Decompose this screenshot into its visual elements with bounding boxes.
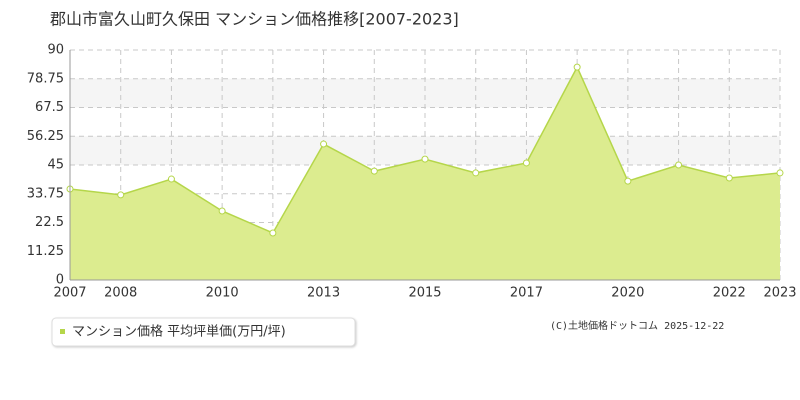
chart-title: 郡山市富久山町久保田 マンション価格推移[2007-2023] (50, 10, 459, 29)
x-tick-label: 2008 (104, 286, 137, 301)
y-tick-label: 67.5 (35, 100, 64, 115)
copyright: (C)土地価格ドットコム 2025-12-22 (550, 319, 724, 332)
point (167, 175, 175, 183)
x-tick-label: 2020 (611, 286, 644, 301)
legend-marker (60, 329, 65, 334)
x-tick-label: 2015 (408, 286, 441, 301)
band (70, 78, 780, 108)
x-tick-label: 2023 (763, 286, 796, 301)
point (269, 229, 277, 237)
area (70, 67, 780, 280)
x-tick-label: 2022 (713, 286, 746, 301)
y-tick-label: 45 (47, 158, 64, 173)
y-tick-label: 22.5 (35, 215, 64, 230)
point (370, 167, 378, 175)
point (725, 174, 733, 182)
point (573, 63, 581, 71)
legend-box (51, 317, 356, 347)
x-tick-label: 2007 (53, 286, 86, 301)
point (624, 177, 632, 185)
x-tick-label: 2017 (510, 286, 543, 301)
point (675, 161, 683, 169)
point (522, 159, 530, 167)
y-tick-label: 56.25 (27, 129, 64, 144)
point (320, 140, 328, 148)
x-tick-label: 2010 (206, 286, 239, 301)
y-tick-label: 0 (56, 273, 64, 288)
y-tick-label: 90 (47, 43, 64, 58)
point (776, 169, 784, 177)
legend-label: マンション価格 平均坪単価(万円/坪) (72, 324, 286, 340)
point (472, 169, 480, 177)
y-tick-label: 78.75 (27, 71, 64, 86)
point (218, 207, 226, 215)
x-tick-label: 2013 (307, 286, 340, 301)
y-tick-label: 11.25 (27, 244, 64, 259)
y-tick-label: 33.75 (27, 186, 64, 201)
point (117, 191, 125, 199)
point (421, 155, 429, 163)
